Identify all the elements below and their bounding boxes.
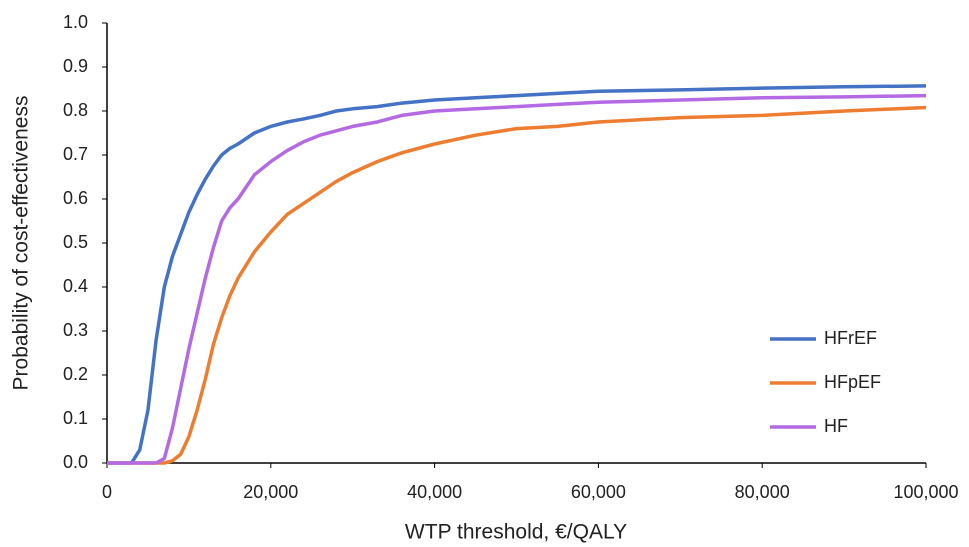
series-line (107, 105, 927, 465)
x-tick-label: 40,000 (407, 482, 462, 502)
x-tick-label: 60,000 (571, 482, 626, 502)
x-tick-label: 0 (102, 482, 112, 502)
y-tick-label: 0.6 (63, 188, 88, 208)
y-tick-label: 0.3 (63, 320, 88, 340)
legend-label: HFrEF (824, 328, 877, 348)
x-tick-label: 20,000 (243, 482, 298, 502)
y-tick-label: 0.8 (63, 100, 88, 120)
y-tick-label: 0.2 (63, 364, 88, 384)
series-line (107, 93, 927, 465)
x-tick-label: 100,000 (893, 482, 958, 502)
x-tick-label: 80,000 (735, 482, 790, 502)
series-line (107, 84, 927, 465)
y-tick-label: 1.0 (63, 12, 88, 32)
y-tick-label: 0.4 (63, 276, 88, 296)
y-tick-label: 0.9 (63, 56, 88, 76)
legend-label: HF (824, 416, 848, 436)
x-axis-title: WTP threshold, €/QALY (405, 521, 627, 544)
y-tick-label: 0.0 (63, 452, 88, 472)
y-axis-title: Probability of cost-effectiveness (10, 96, 33, 391)
legend-label: HFpEF (824, 372, 881, 392)
y-tick-label: 0.5 (63, 232, 88, 252)
y-tick-label: 0.1 (63, 408, 88, 428)
y-tick-label: 0.7 (63, 144, 88, 164)
